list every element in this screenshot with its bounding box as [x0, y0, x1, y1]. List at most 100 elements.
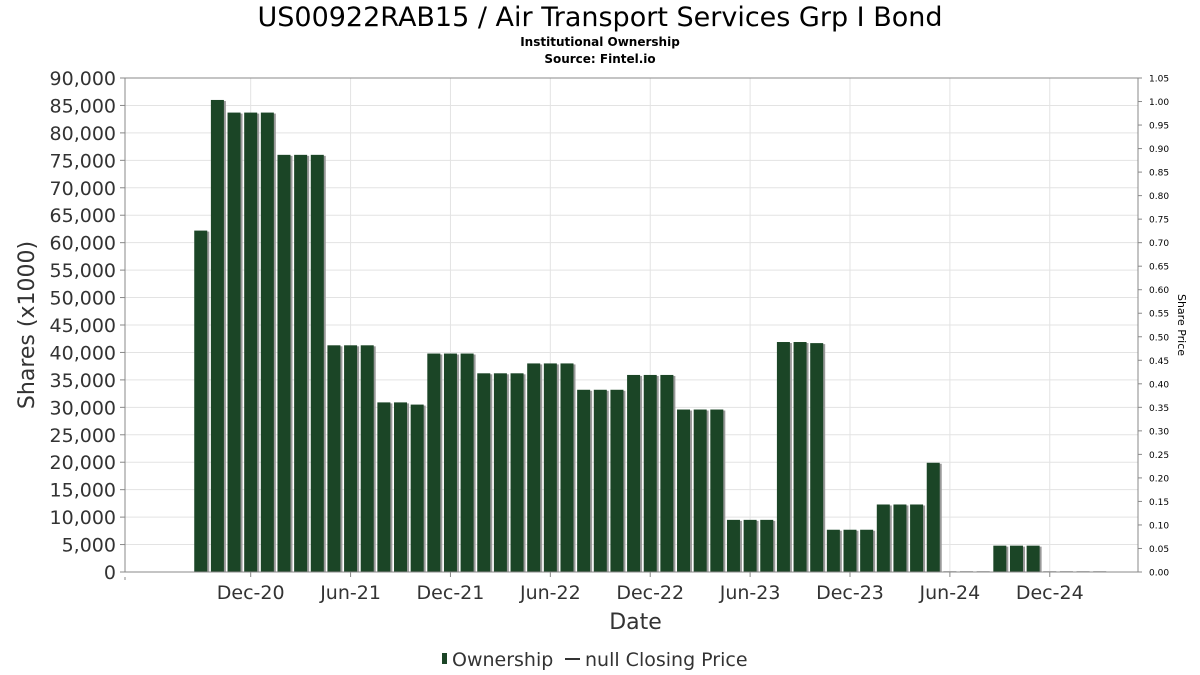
- y-tick-label: 70,000: [50, 178, 116, 200]
- bar: [560, 363, 574, 572]
- bar: [776, 342, 790, 572]
- y2-tick-label: 0.35: [1149, 404, 1169, 414]
- bar: [194, 230, 208, 572]
- y-axis-title: Shares (x1000): [15, 241, 40, 409]
- y2-tick-label: 0.50: [1149, 333, 1169, 343]
- bar: [677, 409, 691, 572]
- bar: [210, 99, 224, 572]
- bar: [377, 402, 391, 572]
- y-tick-label: 85,000: [50, 95, 116, 117]
- chart-source: Source: Fintel.io: [544, 52, 656, 66]
- y2-tick-label: 0.15: [1149, 498, 1169, 508]
- y2-tick-label: 0.20: [1149, 474, 1169, 484]
- y2-tick-label: 0.90: [1149, 145, 1169, 155]
- x-tick-label: Jun-22: [519, 582, 581, 604]
- y-tick-label: 50,000: [50, 288, 116, 310]
- y-tick-label: 5,000: [62, 535, 116, 557]
- bar: [910, 504, 924, 572]
- y2-tick-label: 0.05: [1149, 545, 1169, 555]
- y2-tick-label: 0.30: [1149, 427, 1169, 437]
- bar: [244, 112, 258, 572]
- bar: [543, 363, 557, 572]
- bar: [277, 154, 291, 572]
- bar: [510, 373, 524, 572]
- bar: [810, 343, 824, 572]
- y2-tick-label: 0.55: [1149, 310, 1169, 320]
- y-tick-label: 45,000: [50, 315, 116, 337]
- bar: [726, 519, 740, 572]
- bar: [394, 402, 408, 572]
- y2-tick-label: 0.65: [1149, 263, 1169, 273]
- bar: [527, 363, 541, 572]
- bar: [993, 545, 1007, 572]
- y-tick-label: 75,000: [50, 150, 116, 172]
- bar: [1026, 545, 1040, 572]
- y-tick-label: 65,000: [50, 205, 116, 227]
- bar: [427, 353, 441, 572]
- bar: [693, 409, 707, 572]
- bar: [743, 519, 757, 572]
- bar: [710, 409, 724, 572]
- x-tick-label: Jun-21: [319, 582, 381, 604]
- bar: [477, 373, 491, 572]
- y-tick-label: 15,000: [50, 480, 116, 502]
- bar: [876, 504, 890, 572]
- y2-tick-label: 0.10: [1149, 521, 1169, 531]
- y-tick-label: 35,000: [50, 370, 116, 392]
- legend-price-label: null Closing Price: [585, 649, 748, 671]
- bar: [577, 389, 591, 572]
- bar: [310, 154, 324, 572]
- bar: [760, 519, 774, 572]
- bar: [593, 389, 607, 572]
- bar: [793, 342, 807, 572]
- y2-tick-label: 0.25: [1149, 451, 1169, 461]
- x-tick-label: Dec-20: [217, 582, 285, 604]
- y-tick-label: 30,000: [50, 397, 116, 419]
- bar: [327, 345, 341, 572]
- chart-subtitle: Institutional Ownership: [520, 35, 680, 49]
- x-tick-label: Dec-22: [616, 582, 684, 604]
- bar: [860, 529, 874, 572]
- y2-tick-label: 0.85: [1149, 169, 1169, 179]
- bar: [926, 462, 940, 572]
- x-tick-label: Jun-24: [919, 582, 981, 604]
- y2-tick-label: 0.75: [1149, 216, 1169, 226]
- bar: [260, 112, 274, 572]
- y-tick-label: 90,000: [50, 68, 116, 90]
- legend-ownership-label: Ownership: [452, 649, 553, 671]
- y2-tick-label: 1.05: [1149, 75, 1169, 85]
- bar: [227, 112, 241, 572]
- x-axis-title: Date: [609, 610, 662, 635]
- plot-border: [124, 77, 1139, 573]
- y2-tick-label: 0.00: [1149, 569, 1169, 579]
- legend-ownership-swatch: [442, 653, 447, 664]
- bar: [826, 529, 840, 572]
- chart-title: US00922RAB15 / Air Transport Services Gr…: [257, 2, 943, 33]
- y2-tick-label: 0.60: [1149, 286, 1169, 296]
- bar: [643, 374, 657, 572]
- y-tick-label: 0: [104, 562, 116, 584]
- y-tick-label: 80,000: [50, 123, 116, 145]
- y-tick-label: 60,000: [50, 233, 116, 255]
- x-tick-label: Dec-21: [417, 582, 485, 604]
- bar: [843, 529, 857, 572]
- x-tick-label: Dec-24: [1016, 582, 1084, 604]
- bar: [610, 389, 624, 572]
- y-tick-label: 25,000: [50, 425, 116, 447]
- bar: [893, 504, 907, 572]
- y2-tick-label: 0.95: [1149, 122, 1169, 132]
- bar: [294, 154, 308, 572]
- bar: [460, 353, 474, 572]
- bar: [627, 374, 641, 572]
- y-tick-label: 40,000: [50, 342, 116, 364]
- y-tick-label: 55,000: [50, 260, 116, 282]
- bar: [660, 374, 674, 572]
- y-tick-label: 20,000: [50, 452, 116, 474]
- y-tick-label: 10,000: [50, 507, 116, 529]
- bar: [360, 345, 374, 572]
- bar: [410, 404, 424, 572]
- y2-axis-title: Share Price: [1175, 294, 1188, 356]
- y2-tick-label: 0.80: [1149, 192, 1169, 202]
- bar: [1009, 545, 1023, 572]
